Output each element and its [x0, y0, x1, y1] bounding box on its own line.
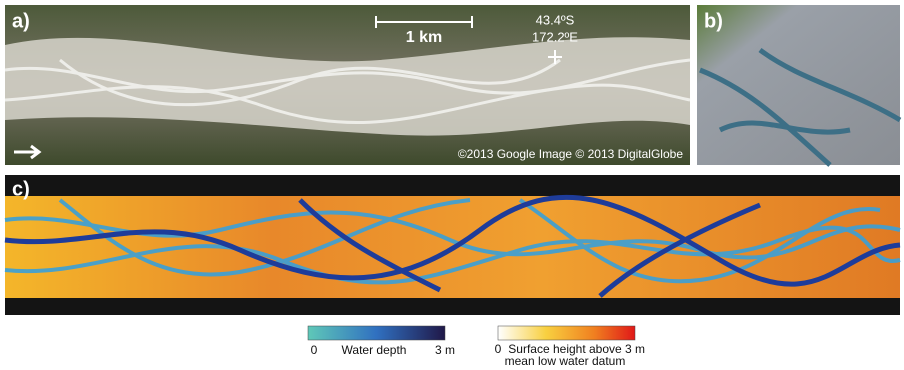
colorbar-min: 0 — [495, 342, 502, 356]
colorbar — [498, 326, 635, 340]
panel-label: c) — [12, 178, 30, 200]
panel-label: a) — [12, 10, 30, 32]
colorbar — [308, 326, 445, 340]
colorbar-min: 0 — [311, 343, 318, 357]
legend-surface-height: 0 Surface height above mean low water da… — [495, 326, 645, 368]
legend-water-depth: 0 Water depth 3 m — [308, 326, 455, 357]
panel-a: a) 1 km 43.4ºS 172.2ºE ©2013 Google Imag… — [5, 5, 690, 165]
colorbar-max: 3 m — [435, 343, 455, 357]
colorbar-title: mean low water datum — [505, 354, 626, 368]
colorbar-max: 3 m — [625, 342, 645, 356]
panel-b: b) — [697, 5, 900, 165]
scale-label: 1 km — [406, 29, 442, 46]
longitude: 172.2ºE — [532, 29, 578, 44]
panel-label: b) — [704, 10, 723, 32]
image-credit: ©2013 Google Image © 2013 DigitalGlobe — [458, 147, 683, 161]
figure: a) 1 km 43.4ºS 172.2ºE ©2013 Google Imag… — [0, 0, 904, 370]
colorbar-title: Water depth — [342, 343, 407, 357]
panel-c: c) — [5, 175, 900, 315]
latitude: 43.4ºS — [536, 12, 575, 27]
